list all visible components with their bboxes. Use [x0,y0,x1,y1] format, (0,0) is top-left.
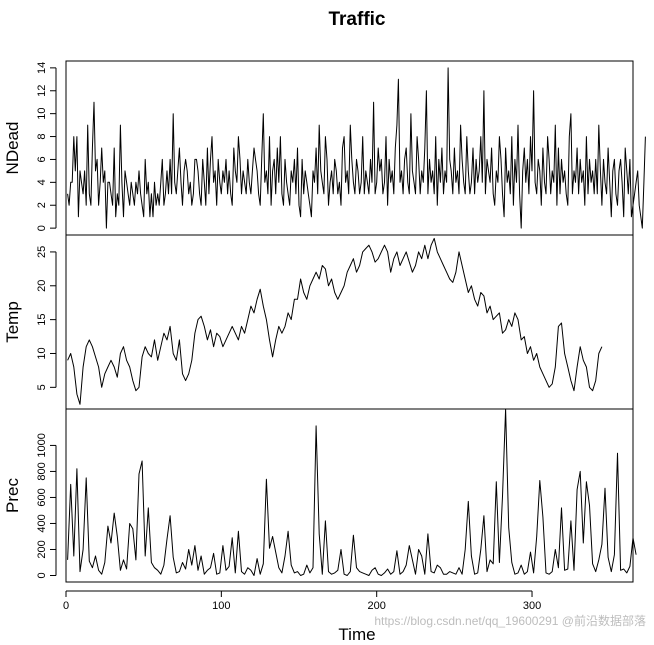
y-axis-label-prec: Prec [3,478,22,513]
x-tick-label: 0 [63,600,69,612]
y-tick-label-temp: 5 [36,384,48,390]
x-tick-label: 100 [212,600,230,612]
series-line-temp [67,237,603,405]
y-tick-label-ndead: 2 [36,202,48,208]
y-axis-label-ndead: NDead [3,122,22,175]
x-axis-label: Time [338,625,375,644]
series-line-prec [67,408,637,576]
y-axis-label-temp: Temp [3,301,22,343]
y-tick-label-ndead: 8 [36,133,48,139]
chart-title: Traffic [328,9,385,30]
y-tick-label-ndead: 12 [36,85,48,97]
y-tick-label-prec: 1000 [36,433,48,457]
y-tick-label-temp: 10 [36,347,48,359]
watermark: https://blog.csdn.net/qq_19600291 @前沿数据部… [374,613,646,628]
x-tick-label: 300 [523,600,541,612]
y-tick-label-ndead: 14 [36,62,48,74]
series-line-ndead [67,67,646,229]
y-tick-label-prec: 200 [36,540,48,558]
y-tick-label-prec: 600 [36,488,48,506]
y-tick-label-prec: 800 [36,462,48,480]
y-tick-label-ndead: 4 [36,179,48,185]
panel-frame-temp [65,234,634,410]
y-tick-label-ndead: 0 [36,225,48,231]
y-tick-label-ndead: 6 [36,156,48,162]
y-tick-label-prec: 400 [36,514,48,532]
y-tick-label-temp: 20 [36,280,48,292]
y-tick-label-prec: 0 [36,572,48,578]
x-tick-label: 200 [368,600,386,612]
panel-frame-prec [65,408,634,583]
y-tick-label-temp: 25 [36,246,48,258]
y-tick-label-temp: 15 [36,314,48,326]
y-tick-label-ndead: 10 [36,108,48,120]
